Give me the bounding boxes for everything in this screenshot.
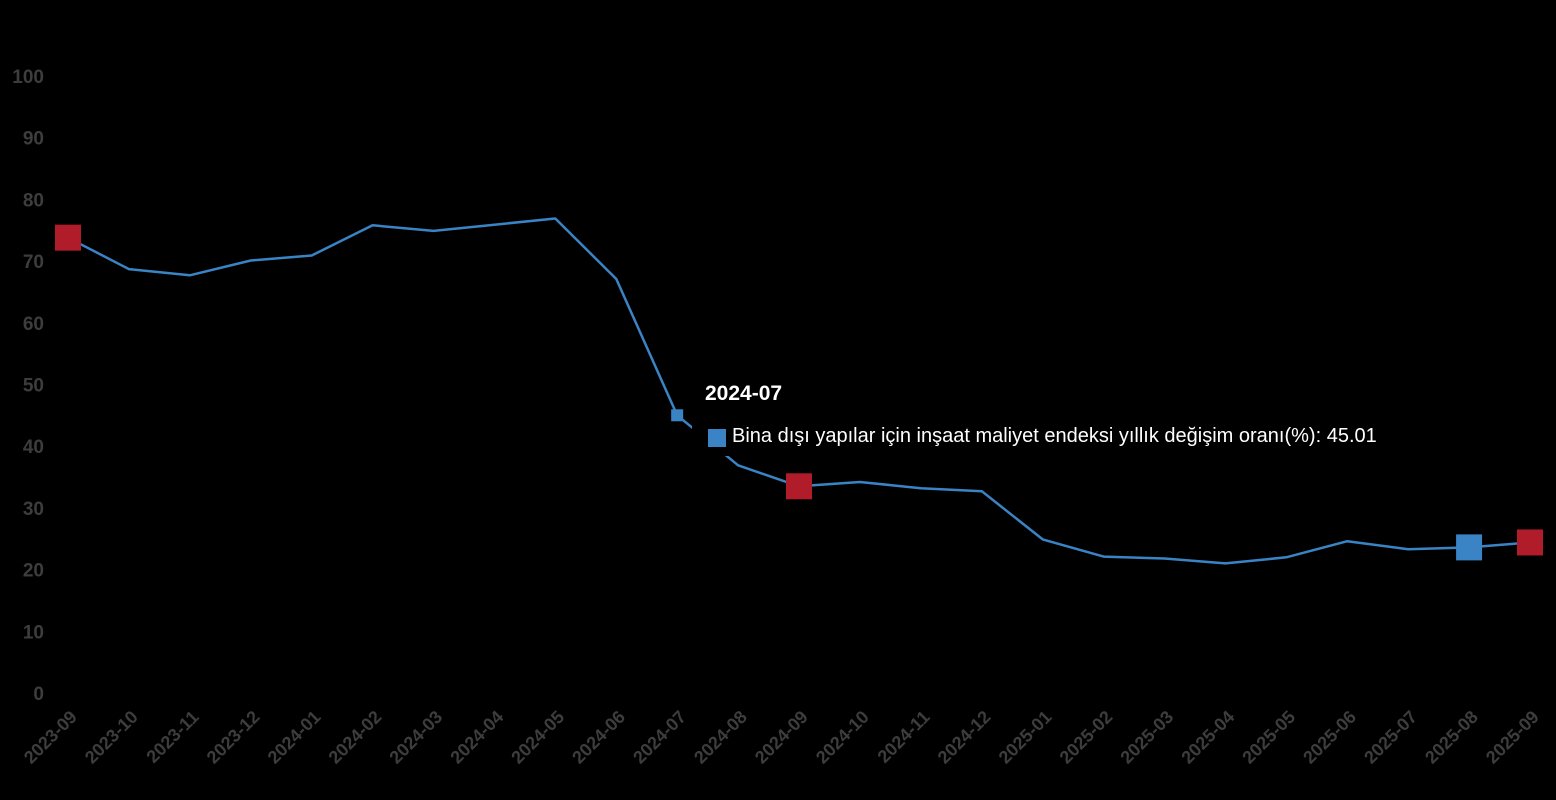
y-tick-label: 90 <box>23 129 44 150</box>
x-tick-label: 2025-02 <box>1056 707 1117 768</box>
x-tick-label: 2024-03 <box>385 707 446 768</box>
y-tick-label: 70 <box>23 252 44 273</box>
y-tick-label: 40 <box>23 437 44 458</box>
highlight-point-marker[interactable] <box>1517 529 1543 556</box>
tooltip-separator: : <box>1315 425 1327 447</box>
tooltip-value: 45.01 <box>1326 425 1377 447</box>
x-tick-label: 2024-10 <box>812 707 873 768</box>
x-tick-label: 2024-05 <box>507 707 568 768</box>
y-tick-label: 30 <box>23 499 44 520</box>
x-tick-label: 2024-07 <box>629 707 690 768</box>
x-tick-label: 2024-04 <box>446 707 507 768</box>
y-tick-label: 80 <box>23 190 44 211</box>
y-tick-label: 50 <box>23 376 44 397</box>
tooltip: 2024-07 Bina dışı yapılar için inşaat ma… <box>692 372 1520 456</box>
x-tick-label: 2024-11 <box>874 707 934 767</box>
x-tick-label: 2025-06 <box>1299 707 1360 768</box>
x-tick-label: 2024-02 <box>325 707 386 768</box>
x-tick-label: 2025-01 <box>995 707 1056 768</box>
highlight-point-marker[interactable] <box>55 224 81 251</box>
x-tick-label: 2025-04 <box>1177 707 1238 768</box>
x-tick-label: 2024-09 <box>751 707 812 768</box>
x-tick-label: 2025-09 <box>1482 707 1543 768</box>
active-point-marker[interactable] <box>671 409 684 422</box>
x-axis: 2023-09 2023-10 2023-11 2023-12 2024-01 2024-… <box>20 707 1543 768</box>
y-tick-label: 60 <box>23 314 44 335</box>
y-tick-label: 0 <box>33 684 44 705</box>
x-tick-label: 2024-12 <box>934 707 995 768</box>
x-tick-label: 2023-09 <box>20 707 81 768</box>
x-tick-label: 2024-06 <box>568 707 629 768</box>
x-tick-label: 2024-01 <box>264 707 325 768</box>
marker-layer <box>55 224 1543 561</box>
x-tick-label: 2025-07 <box>1360 707 1421 768</box>
y-tick-label: 100 <box>12 67 44 88</box>
tooltip-series-swatch <box>708 429 726 447</box>
x-tick-label: 2023-11 <box>143 707 203 767</box>
x-tick-label: 2023-12 <box>203 707 264 768</box>
tooltip-series-label: Bina dışı yapılar için inşaat maliyet en… <box>732 425 1316 447</box>
x-tick-label: 2025-08 <box>1421 707 1482 768</box>
y-tick-label: 20 <box>23 561 44 582</box>
y-tick-label: 10 <box>23 622 44 643</box>
x-tick-label: 2025-03 <box>1116 707 1177 768</box>
y-axis: 0 10 20 30 40 50 60 70 80 90 100 <box>12 67 44 705</box>
tooltip-title: 2024-07 <box>705 382 783 405</box>
x-tick-label: 2023-10 <box>81 707 142 768</box>
tooltip-series-line: Bina dışı yapılar için inşaat maliyet en… <box>732 425 1377 448</box>
x-tick-label: 2024-08 <box>690 707 751 768</box>
hover-point-marker[interactable] <box>1456 534 1483 561</box>
x-tick-label: 2025-05 <box>1238 707 1299 768</box>
highlight-point-marker[interactable] <box>786 473 812 500</box>
